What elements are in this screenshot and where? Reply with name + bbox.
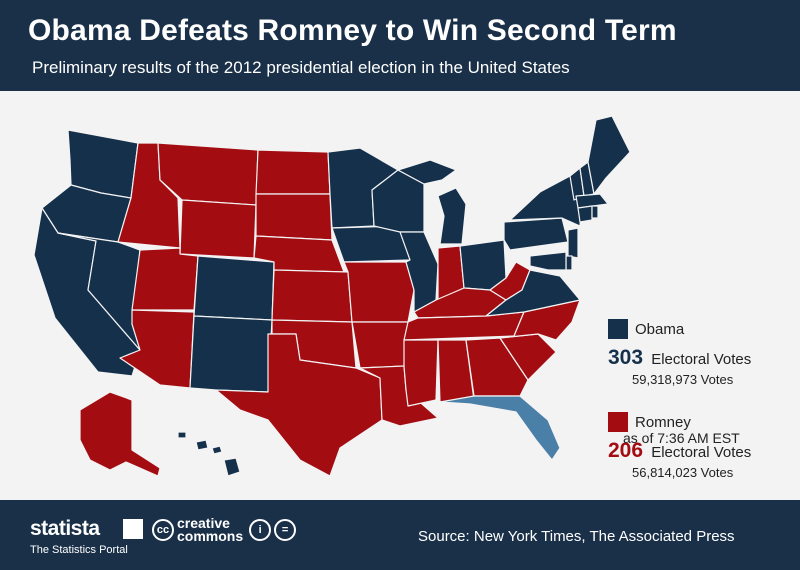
as-of-timestamp: as of 7:36 AM EST — [623, 430, 740, 446]
legend-obama: Obama — [608, 316, 788, 342]
obama-label: Obama — [635, 320, 685, 338]
creative-commons-logo[interactable]: cc creative commons i = — [152, 515, 299, 544]
source-line: Source: New York Times, The Associated P… — [418, 528, 735, 545]
legend-romney: Romney — [608, 409, 788, 435]
state-RI — [591, 205, 599, 219]
romney-swatch — [608, 412, 628, 432]
romney-label: Romney — [635, 413, 691, 431]
statista-logo[interactable]: statista — [30, 517, 100, 540]
obama-ev-label: Electoral Votes — [651, 351, 752, 368]
state-ND — [255, 149, 331, 195]
state-HI-2 — [195, 439, 209, 451]
us-election-map — [33, 115, 631, 477]
obama-popular-votes: 59,318,973 Votes — [632, 372, 734, 387]
state-NJ — [567, 227, 579, 259]
no-derivatives-icon: = — [274, 519, 297, 541]
state-MD — [529, 251, 567, 271]
state-FL — [439, 395, 561, 461]
state-NM — [189, 315, 273, 393]
state-VA — [485, 269, 581, 317]
state-MI — [437, 187, 467, 245]
state-HI-3 — [211, 445, 223, 455]
statista-tagline: The Statistics Portal — [30, 544, 128, 556]
state-MO — [343, 261, 415, 323]
footer: statista The Statistics Portal cc creati… — [0, 500, 800, 570]
cc-text-line2: commons — [177, 528, 244, 544]
state-SD — [255, 193, 333, 241]
state-CT — [577, 205, 593, 223]
romney-popular-votes: 56,814,023 Votes — [632, 465, 734, 480]
state-WY — [179, 199, 257, 259]
state-TX — [215, 333, 383, 477]
cc-text-line1: creative — [177, 515, 230, 531]
state-CO — [193, 255, 275, 321]
state-HI-1 — [177, 431, 187, 439]
legend: Obama 303 Electoral Votes 59,318,973 Vot… — [608, 316, 788, 480]
state-GA — [465, 337, 529, 397]
cc-icon: cc — [152, 519, 174, 541]
state-HI-4 — [223, 457, 241, 477]
obama-swatch — [608, 319, 628, 339]
attribution-icon: i — [249, 519, 272, 541]
page-subtitle: Preliminary results of the 2012 presiden… — [32, 58, 570, 77]
state-UT — [131, 247, 199, 311]
romney-electoral-votes: 206 — [608, 439, 644, 462]
state-KS — [271, 269, 353, 323]
statista-icon — [123, 519, 143, 539]
state-MI-upper — [397, 159, 457, 185]
map-area: Obama 303 Electoral Votes 59,318,973 Vot… — [0, 91, 800, 500]
state-DE — [565, 255, 573, 271]
state-AK — [79, 391, 161, 477]
state-PA — [503, 217, 569, 251]
state-MA — [575, 193, 609, 209]
state-MS — [403, 339, 439, 407]
state-AR — [351, 321, 409, 369]
state-ME — [587, 115, 631, 195]
romney-ev-label: Electoral Votes — [651, 444, 752, 461]
obama-electoral-votes: 303 — [608, 346, 644, 369]
page-title: Obama Defeats Romney to Win Second Term — [28, 14, 677, 47]
header: Obama Defeats Romney to Win Second Term … — [0, 0, 800, 91]
